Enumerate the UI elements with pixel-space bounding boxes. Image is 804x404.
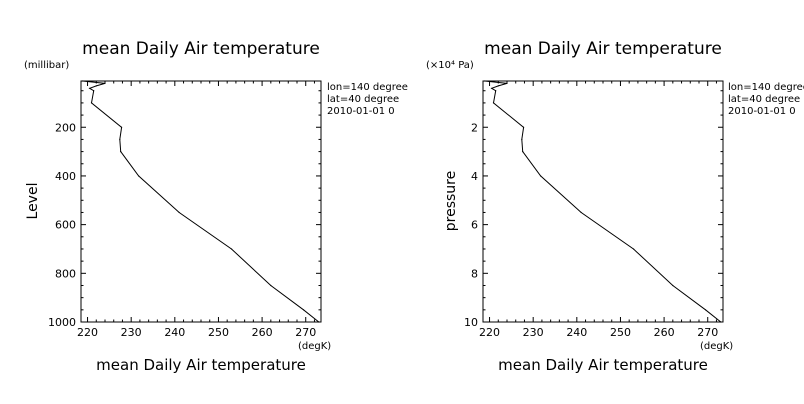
y-axis-label: Level [25, 183, 41, 220]
x-tick-label: 270 [697, 326, 718, 339]
x-tick-label: 230 [523, 326, 544, 339]
x-tick-label: 250 [610, 326, 631, 339]
x-tick-label: 240 [164, 326, 185, 339]
x-tick-label: 250 [208, 326, 229, 339]
x-tick-label: 260 [654, 326, 675, 339]
x-tick-label: 260 [252, 326, 273, 339]
x-axis-label: mean Daily Air temperature [498, 356, 708, 374]
plot-frame [80, 80, 322, 323]
data-point [93, 90, 95, 92]
data-point [497, 85, 499, 87]
y-tick-label: 8 [471, 267, 478, 280]
data-point [82, 80, 84, 82]
annotation-text: 2010-01-01 0 [728, 106, 796, 117]
chart-title: mean Daily Air temperature [82, 39, 320, 59]
data-point [720, 321, 722, 323]
chart-title: mean Daily Air temperature [484, 39, 722, 59]
data-point [120, 126, 123, 128]
data-point [484, 80, 486, 82]
data-point [95, 85, 97, 87]
data-point [506, 82, 508, 85]
data-point [704, 309, 707, 311]
data-point [178, 211, 180, 214]
chart-panel-level: mean Daily Air temperature (millibar) Le… [24, 39, 408, 374]
chart-panel-pressure: mean Daily Air temperature (×10⁴ Pa) pre… [426, 39, 804, 374]
x-unit-label: (degK) [298, 341, 331, 352]
data-point [495, 90, 497, 92]
y-tick-label: 6 [471, 219, 478, 232]
y-tick-label: 2 [471, 121, 478, 134]
data-point [632, 248, 635, 250]
y-tick-label: 600 [55, 219, 76, 232]
data-point [90, 102, 93, 104]
y-unit-label: (millibar) [24, 60, 69, 71]
y-tick-label: 10 [464, 316, 478, 329]
plot-frame [482, 80, 724, 323]
y-unit-label: (×10⁴ Pa) [426, 60, 474, 71]
annotation-text: lon=140 degree [327, 82, 408, 93]
data-point [302, 309, 305, 311]
data-point [672, 284, 674, 287]
annotation-text: lon=140 degree [728, 82, 804, 93]
temperature-profile-line [484, 80, 722, 323]
data-point [104, 82, 106, 85]
y-tick-label: 1000 [48, 316, 76, 329]
x-tick-label: 270 [295, 326, 316, 339]
annotation-text: lat=40 degree [327, 94, 399, 105]
data-point [89, 87, 91, 89]
data-point [521, 138, 523, 141]
x-tick-label: 220 [77, 326, 98, 339]
annotation-text: lat=40 degree [728, 94, 800, 105]
data-point [318, 321, 320, 323]
x-tick-label: 240 [566, 326, 587, 339]
y-tick-label: 200 [55, 121, 76, 134]
x-tick-label: 220 [479, 326, 500, 339]
x-unit-label: (degK) [700, 341, 733, 352]
data-point [522, 126, 525, 128]
x-axis-label: mean Daily Air temperature [96, 356, 306, 374]
data-point [580, 211, 582, 214]
y-tick-label: 800 [55, 267, 76, 280]
y-tick-label: 400 [55, 170, 76, 183]
data-point [491, 87, 493, 89]
data-point [230, 248, 233, 250]
data-point [270, 284, 272, 287]
annotation-text: 2010-01-01 0 [327, 106, 395, 117]
data-point [138, 175, 140, 177]
data-point [540, 175, 542, 177]
x-tick-label: 230 [121, 326, 142, 339]
data-point [522, 150, 524, 153]
y-tick-label: 4 [471, 170, 478, 183]
data-point [492, 102, 495, 104]
data-point [120, 150, 122, 153]
data-point [119, 138, 121, 141]
y-axis-label: pressure [443, 171, 459, 231]
temperature-profile-line [82, 80, 320, 323]
